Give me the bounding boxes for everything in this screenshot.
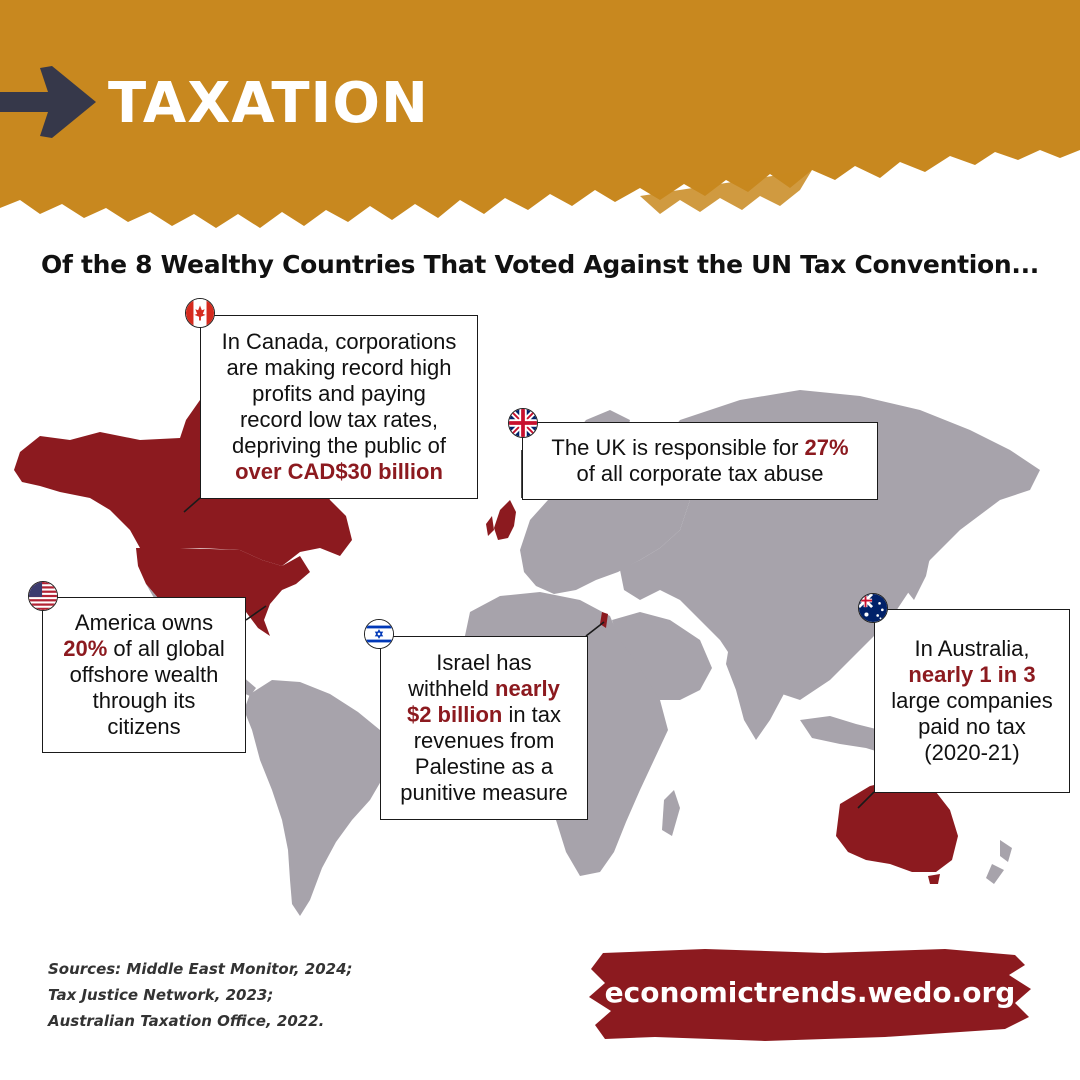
usa-highlight: 20% xyxy=(63,636,108,661)
usa-callout-line4: through its xyxy=(92,688,196,713)
tasmania-shape xyxy=(928,874,940,884)
israel-highlight: nearly xyxy=(495,676,560,701)
israel-highlight-amount: $2 billion xyxy=(406,702,503,727)
usa-callout: America owns 20% of all global offshore … xyxy=(42,597,246,753)
sources: Sources: Middle East Monitor, 2024; Tax … xyxy=(48,956,353,1034)
australia-callout-line5: (2020-21) xyxy=(924,740,1020,765)
canada-flag-icon xyxy=(185,298,215,328)
india xyxy=(726,640,790,740)
canada-callout-line: depriving the public of xyxy=(231,433,447,458)
usa-leader-line xyxy=(245,605,267,621)
url-brush-band xyxy=(589,949,1031,1041)
usa-callout-line5: citizens xyxy=(107,714,181,739)
israel-callout-text: withheld xyxy=(408,676,495,701)
canada-shape xyxy=(14,384,352,566)
source-line: Australian Taxation Office, 2022. xyxy=(48,1012,325,1030)
uk-shape xyxy=(494,500,516,540)
subtitle: Of the 8 Wealthy Countries That Voted Ag… xyxy=(41,250,1039,279)
source-line: Sources: Middle East Monitor, 2024; xyxy=(48,960,353,978)
header-band xyxy=(0,0,1080,228)
australia-callout-line1: In Australia, xyxy=(914,636,1030,661)
israel-callout-line5: Palestine as a xyxy=(414,754,554,779)
new-zealand xyxy=(986,840,1012,884)
south-america xyxy=(244,680,392,916)
website-link[interactable]: economictrends.wedo.org xyxy=(604,976,1016,1009)
uk-callout-line1: The UK is responsible for 27% xyxy=(531,435,869,461)
canada-callout-line: record low tax rates, xyxy=(239,407,439,432)
australia-shape xyxy=(836,778,958,872)
canada-highlight: over CAD$30 billion xyxy=(235,459,443,484)
australia-callout: In Australia, nearly 1 in 3 large compan… xyxy=(874,609,1070,793)
israel-callout-line4: revenues from xyxy=(413,728,555,753)
israel-leader-line xyxy=(585,621,605,637)
uk-callout-text: The UK is responsible for xyxy=(551,435,805,460)
australia-callout-line4: paid no tax xyxy=(918,714,1026,739)
japan xyxy=(906,540,932,600)
australia-leader-line xyxy=(857,791,875,809)
header-title: TAXATION xyxy=(108,71,429,136)
canada-callout-line: profits and paying xyxy=(252,381,426,406)
canada-callout: In Canada, corporations are making recor… xyxy=(200,315,478,499)
source-line: Tax Justice Network, 2023; xyxy=(48,986,274,1004)
uk-highlight: 27% xyxy=(804,435,849,460)
israel-callout-line2: withheld nearly xyxy=(389,676,579,702)
canada-callout-line: are making record high xyxy=(226,355,452,380)
israel-callout: Israel has withheld nearly $2 billion in… xyxy=(380,636,588,820)
ireland-shape xyxy=(486,516,494,536)
usa-callout-line1: America owns xyxy=(74,610,214,635)
australia-callout-line3: large companies xyxy=(891,688,1053,713)
israel-callout-line6: punitive measure xyxy=(400,780,568,805)
israel-flag-icon xyxy=(364,619,394,649)
israel-callout-line1: Israel has xyxy=(436,650,532,675)
uk-flag-icon xyxy=(508,408,538,438)
israel-callout-text: in tax xyxy=(502,702,562,727)
canada-callout-line: In Canada, corporations xyxy=(221,329,457,354)
uk-callout-line2: of all corporate tax abuse xyxy=(576,461,824,486)
uk-callout: The UK is responsible for 27% of all cor… xyxy=(522,422,878,500)
madagascar xyxy=(662,790,680,836)
usa-callout-line2: 20% of all global xyxy=(51,636,237,662)
australia-highlight: nearly 1 in 3 xyxy=(908,662,1036,687)
israel-callout-line3: $2 billion in tax xyxy=(389,702,579,728)
australia-flag-icon xyxy=(858,593,888,623)
usa-callout-line3: offshore wealth xyxy=(69,662,219,687)
usa-flag-icon xyxy=(28,581,58,611)
usa-callout-text: of all global xyxy=(107,636,225,661)
canada-leader-line xyxy=(183,497,201,513)
arrow-right-icon xyxy=(0,66,96,138)
